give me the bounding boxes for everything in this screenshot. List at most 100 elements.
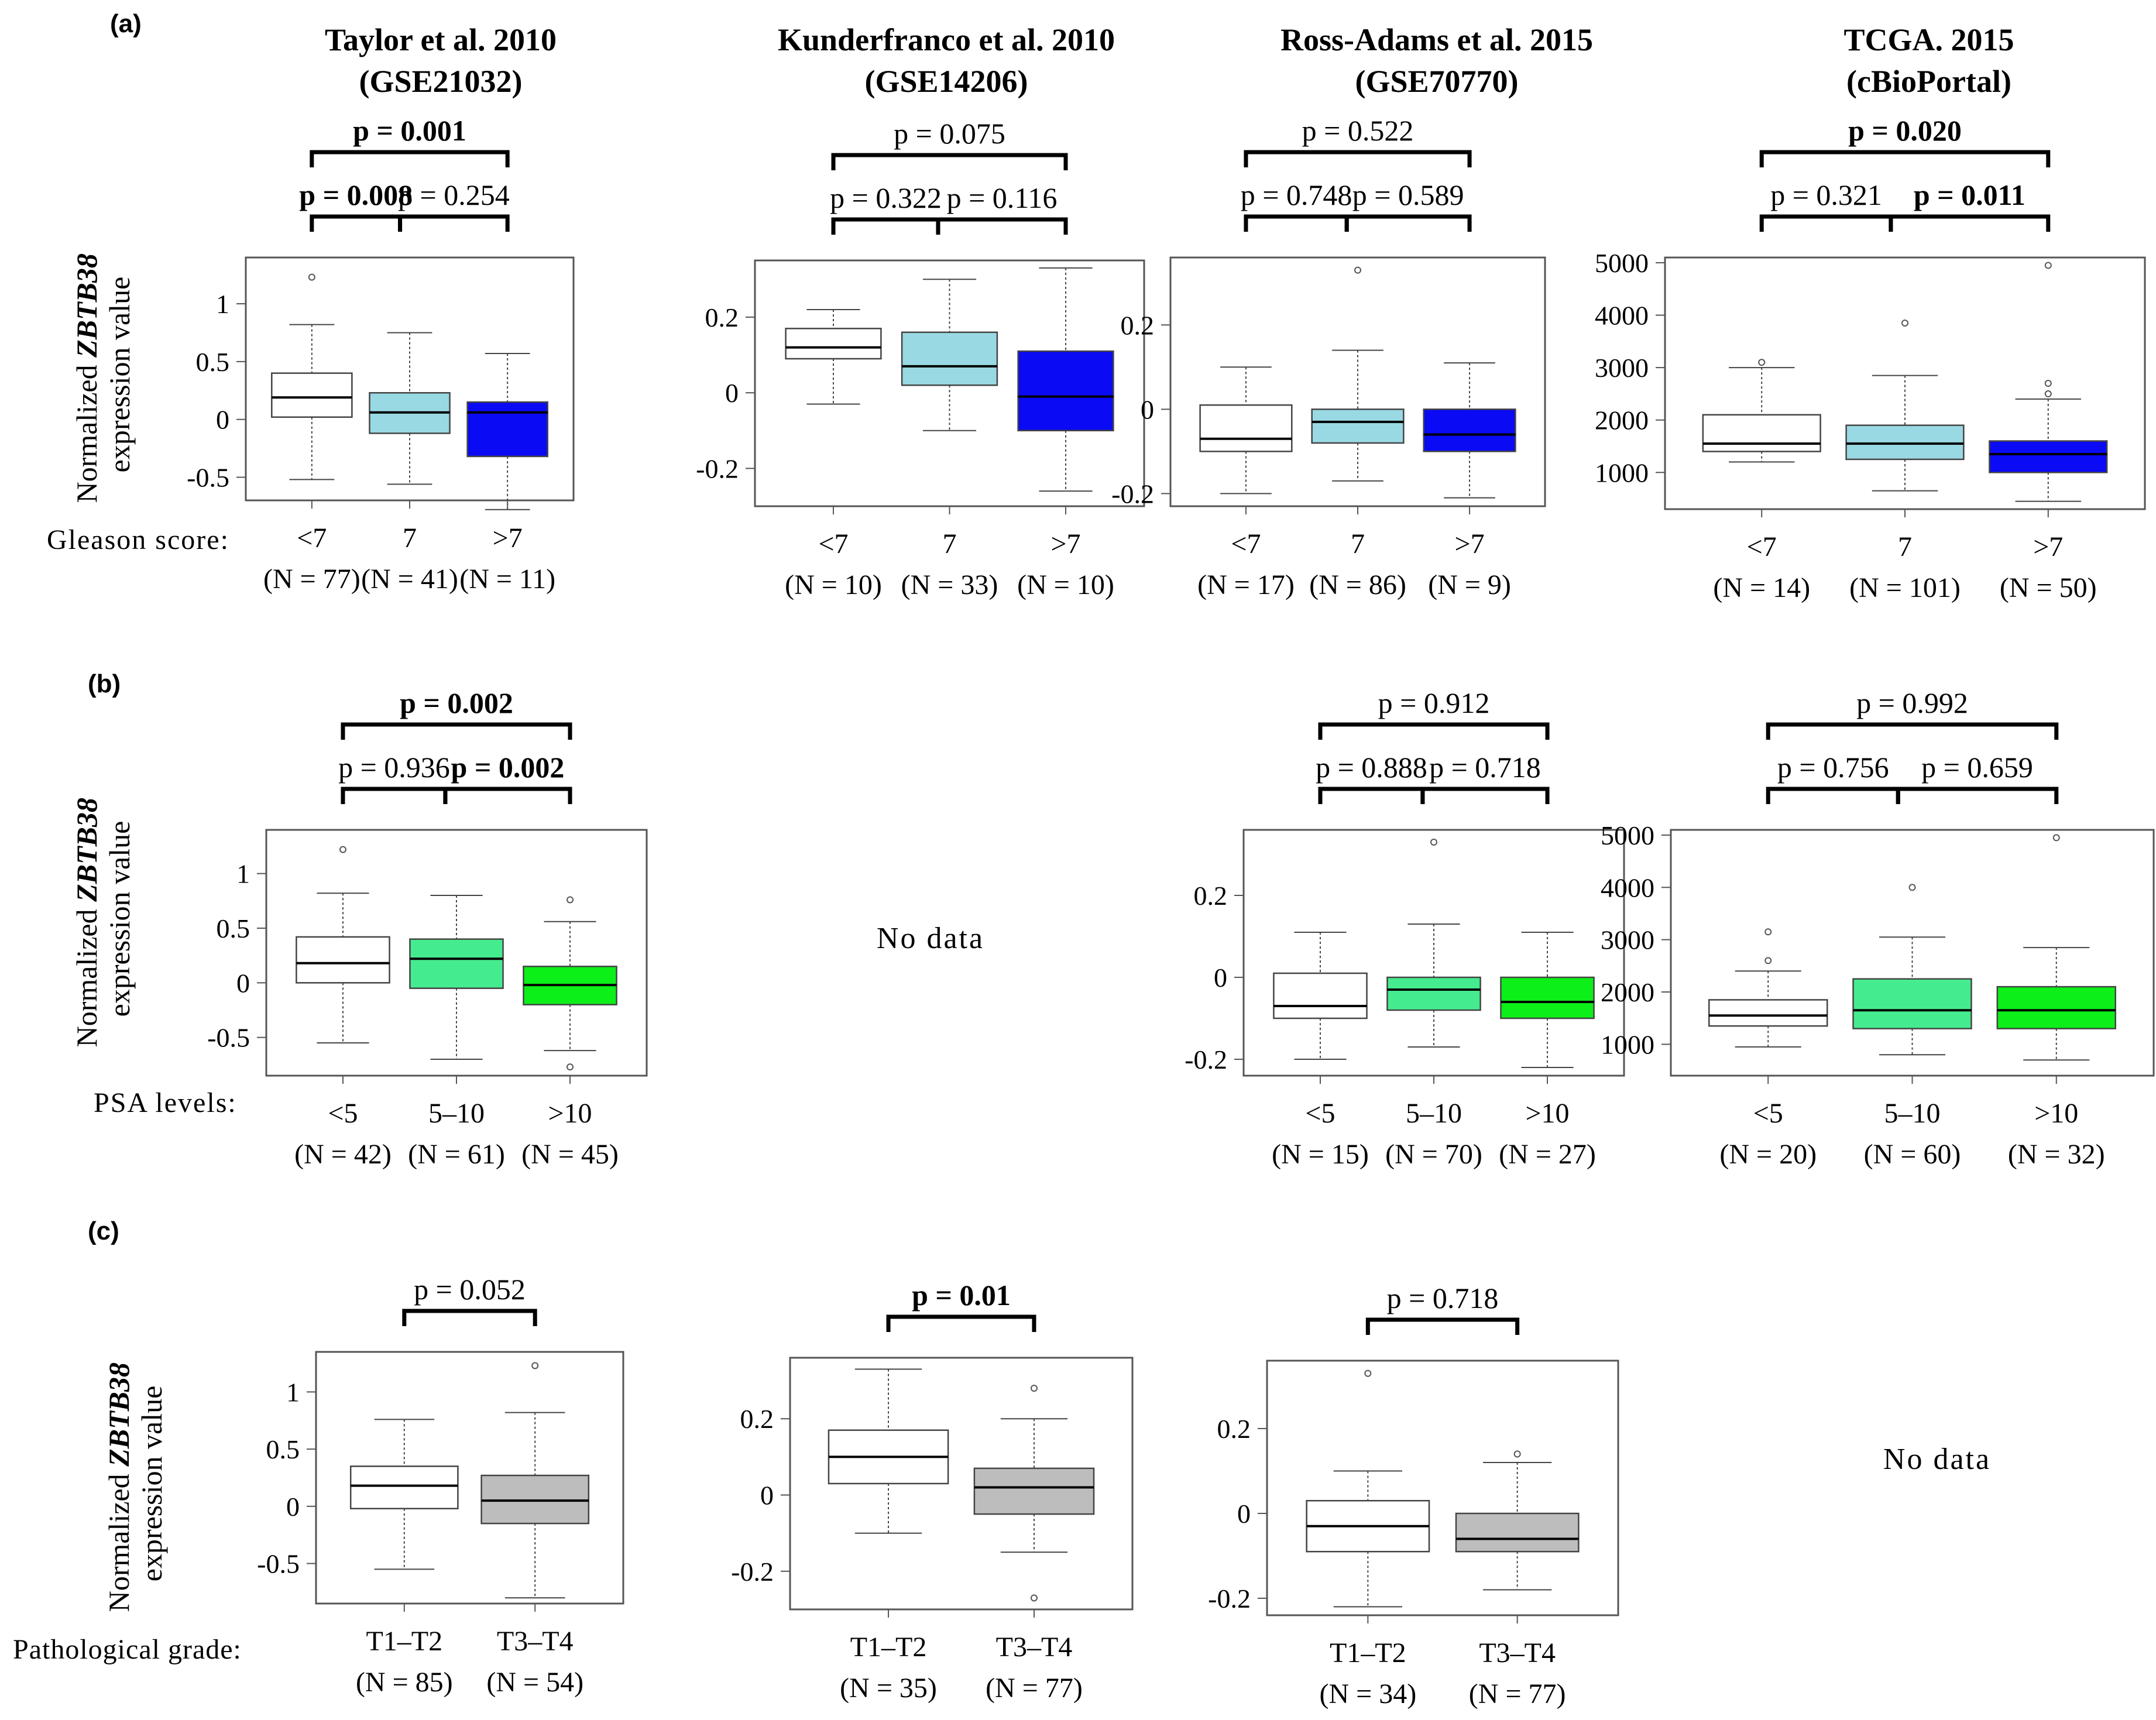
- significance-bracket: p = 0.001: [310, 114, 510, 167]
- group-n-label: (N = 10): [785, 569, 882, 600]
- box->7: [1017, 267, 1114, 492]
- outlier-point: [2052, 834, 2060, 842]
- box-body: [1199, 404, 1293, 452]
- x-tick-label: <5: [1753, 1098, 1783, 1129]
- group-n-label: (N = 20): [1719, 1139, 1817, 1170]
- x-tick-label: >7: [1050, 528, 1080, 559]
- x-tick-label: >10: [548, 1098, 592, 1129]
- gleason-score-label: Gleason score:: [47, 524, 229, 555]
- significance-bracket: p = 0.002: [341, 686, 572, 740]
- x-tick-label: T3–T4: [996, 1632, 1073, 1663]
- y-tick-label: 0: [1214, 963, 1227, 993]
- y-tick-label: 0.2: [740, 1404, 774, 1434]
- p-value-label: p = 0.936: [338, 751, 450, 784]
- group-n-label: (N = 61): [408, 1139, 505, 1170]
- y-tick-label: 3000: [1595, 353, 1649, 383]
- bracket-line: [1759, 150, 2051, 167]
- box-5–10: [1852, 884, 1972, 1056]
- outlier-point: [308, 273, 315, 281]
- significance-bracket: p = 0.936: [338, 751, 450, 804]
- box-body: [1455, 1512, 1580, 1553]
- box-<5: [1273, 932, 1368, 1060]
- p-value-label: p = 0.888: [1316, 751, 1427, 784]
- y-tick-label: 4000: [1595, 301, 1649, 331]
- group-n-label: (N = 86): [1309, 569, 1406, 600]
- outlier-point: [2044, 380, 2052, 387]
- outlier-point: [1430, 839, 1437, 846]
- y-axis-label-row-b: Normalized ZBTB38 expression value: [70, 791, 136, 1048]
- group-n-label: (N = 77): [263, 564, 361, 595]
- y-axis-label-row-a: Normalized ZBTB38 expression value: [70, 246, 136, 503]
- box->10: [1500, 932, 1595, 1068]
- significance-bracket: p = 0.254: [398, 178, 510, 232]
- group-n-label: (N = 11): [459, 564, 555, 595]
- bracket-line: [398, 214, 510, 232]
- column-title-line1: TCGA. 2015: [1843, 22, 2014, 57]
- bracket-line: [443, 787, 572, 804]
- y-tick-label: 0: [236, 968, 250, 998]
- bracket-line: [1889, 214, 2051, 232]
- bracket-line: [1318, 722, 1550, 740]
- column-title-line2: (GSE14206): [864, 64, 1028, 99]
- significance-bracket: p = 0.002: [443, 751, 572, 804]
- y-tick-label: 1: [286, 1377, 300, 1407]
- box->7: [1989, 262, 2108, 502]
- x-tick-label: >7: [493, 523, 523, 554]
- panel-r1c3: 1000 2000 3000 4000 5000 <5 (N = 20) 5–10 (N = 6…: [1601, 686, 2155, 1170]
- significance-bracket: p = 0.116: [936, 181, 1068, 235]
- significance-bracket: p = 0.589: [1344, 178, 1472, 232]
- box-body: [1708, 999, 1828, 1027]
- bracket-line: [1766, 787, 1900, 804]
- x-tick-label: <5: [1305, 1098, 1335, 1129]
- box-body: [785, 328, 882, 360]
- x-tick-label: <7: [818, 528, 848, 559]
- group-n-label: (N = 35): [840, 1673, 937, 1704]
- significance-bracket: p = 0.321: [1759, 178, 1893, 232]
- x-tick-label: T1–T2: [1330, 1637, 1406, 1668]
- column-title-line2: (GSE21032): [359, 64, 522, 99]
- p-value-label: p = 0.011: [1914, 178, 2025, 211]
- significance-bracket: p = 0.01: [886, 1279, 1036, 1332]
- panel-r0c3: 1000 2000 3000 4000 5000 <7 (N = 14) 7 (N = 101)…: [1595, 114, 2146, 603]
- x-tick-label: <5: [328, 1098, 358, 1129]
- bracket-line: [1420, 787, 1550, 804]
- y-tick-label: 0: [760, 1481, 774, 1510]
- bracket-line: [936, 217, 1068, 235]
- pathological-grade-label: Pathological grade:: [13, 1634, 242, 1665]
- box-plots: -0.5 0 0.5 1 <7 (N = 77) 7 (N = 41) >7 (N = 11) p …: [187, 114, 2155, 1709]
- significance-bracket: p = 0.008: [299, 178, 413, 232]
- p-value-label: p = 0.992: [1856, 686, 1968, 719]
- p-value-label: p = 0.322: [830, 181, 942, 214]
- y-tick-label: 3000: [1601, 925, 1654, 955]
- bracket-line: [831, 217, 940, 235]
- panel-r2c0: -0.5 0 0.5 1 T1–T2 (N = 85) T3–T4 (N = 54) p = 0…: [257, 1273, 624, 1698]
- box-<5: [1708, 928, 1828, 1048]
- group-n-label: (N = 32): [2008, 1139, 2105, 1170]
- y-tick-label: -0.5: [187, 462, 229, 492]
- p-value-label: p = 0.321: [1770, 178, 1882, 211]
- box-body: [1845, 424, 1965, 461]
- group-n-label: (N = 45): [521, 1139, 619, 1170]
- x-tick-label: 5–10: [428, 1098, 485, 1129]
- p-value-label: p = 0.002: [451, 751, 565, 784]
- x-tick-label: T1–T2: [366, 1626, 442, 1657]
- x-tick-label: 7: [943, 528, 957, 559]
- box-body: [466, 401, 548, 458]
- box-body: [901, 331, 998, 386]
- outlier-point: [531, 1362, 539, 1369]
- bracket-line: [1365, 1317, 1520, 1335]
- y-tick-label: 0: [1141, 394, 1154, 424]
- box-<7: [785, 309, 882, 405]
- group-n-label: (N = 42): [294, 1139, 392, 1170]
- box-<5: [296, 846, 390, 1043]
- p-value-label: p = 0.522: [1302, 114, 1414, 147]
- x-tick-label: T3–T4: [1479, 1637, 1556, 1668]
- y-tick-label: 2000: [1601, 977, 1654, 1007]
- box->7: [1423, 362, 1516, 499]
- group-n-label: (N = 33): [901, 569, 998, 600]
- group-n-label: (N = 34): [1319, 1678, 1416, 1709]
- column-title-taylor: Taylor et al. 2010 (GSE21032): [325, 22, 557, 99]
- bracket-line: [341, 787, 448, 804]
- y-tick-label: 2000: [1595, 406, 1649, 435]
- x-tick-label: <7: [1747, 531, 1777, 562]
